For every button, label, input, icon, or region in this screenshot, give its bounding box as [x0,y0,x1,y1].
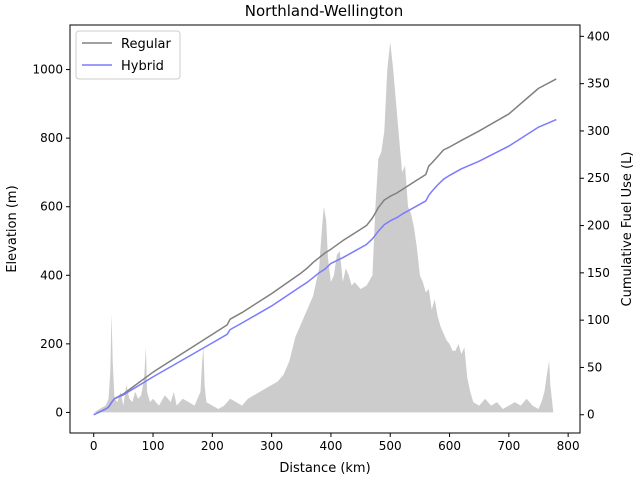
legend: Regular Hybrid [75,30,181,80]
y2-tick-label: 300 [587,124,610,138]
chart-title: Northland-Wellington [245,2,403,20]
y2-tick-label: 100 [587,313,610,327]
series-line-regular [93,78,557,416]
plot-frame [69,24,581,434]
y2-axis-label: Cumulative Fuel Use (L) [620,152,635,307]
x-tick-label: 600 [438,439,461,453]
x-tick-label: 200 [201,439,224,453]
y-tick-label: 1000 [32,63,63,77]
series-line-hybrid [93,118,557,416]
elevation-area [93,42,557,413]
y-tick-label: 400 [40,268,63,282]
y2-tick-label: 400 [587,29,610,43]
y2-tick-label: 350 [587,77,610,91]
x-tick-label: 400 [319,439,342,453]
plot-area [69,24,581,434]
y2-tick-label: 0 [587,408,595,422]
y2-tick-label: 50 [587,360,602,374]
y-axis-left: 0 200 400 600 800 1000 [32,63,70,419]
y-axis-right: 0 50 100 150 200 250 300 350 400 [580,29,610,422]
y-tick-label: 800 [40,131,63,145]
y2-tick-label: 200 [587,219,610,233]
y-tick-label: 200 [40,337,63,351]
x-tick-label: 300 [260,439,283,453]
legend-label-regular: Regular [121,37,172,52]
x-tick-label: 500 [379,439,402,453]
y-axis-label: Elevation (m) [5,185,20,272]
x-tick-label: 100 [142,439,165,453]
x-axis-label: Distance (km) [279,461,370,476]
x-tick-label: 0 [90,439,98,453]
y-tick-label: 600 [40,200,63,214]
y2-tick-label: 150 [587,266,610,280]
y-tick-label: 0 [55,405,63,419]
elevation-layer [93,42,557,413]
fuel-lines-layer [93,78,557,416]
legend-label-hybrid: Hybrid [121,59,164,74]
x-tick-label: 800 [557,439,580,453]
x-tick-label: 700 [497,439,520,453]
y2-tick-label: 250 [587,171,610,185]
x-axis: 0 100 200 300 400 500 600 700 800 [90,433,580,453]
